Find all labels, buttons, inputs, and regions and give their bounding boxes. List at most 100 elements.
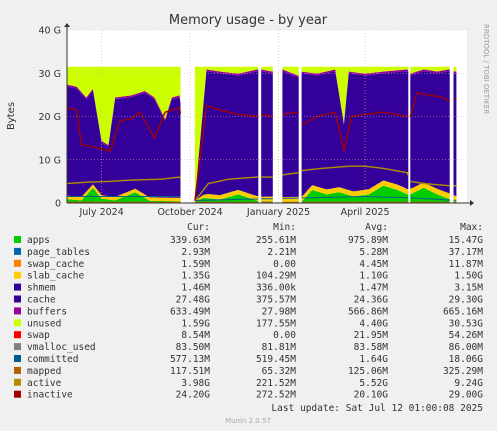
legend-swatch-buffers bbox=[14, 307, 21, 315]
area-unused bbox=[67, 66, 181, 145]
area-buffers bbox=[282, 69, 299, 78]
y-tick-label: 20 G bbox=[39, 112, 61, 123]
legend-value-cur: 3.98G bbox=[181, 378, 210, 389]
area-apps bbox=[67, 187, 181, 203]
legend-swatch-committed bbox=[14, 355, 21, 362]
legend-value-min: 519.45M bbox=[256, 354, 296, 365]
y-tick-label: 30 G bbox=[39, 69, 61, 80]
area-buffers bbox=[67, 84, 181, 147]
legend-swatch-page_tables bbox=[14, 247, 21, 255]
last-update: Last update: Sat Jul 12 01:00:08 2025 bbox=[271, 403, 483, 414]
area-slab_cache bbox=[410, 182, 450, 200]
legend-value-min: 272.52M bbox=[256, 390, 296, 401]
area-unused bbox=[410, 66, 450, 74]
area-cache bbox=[194, 71, 259, 201]
legend-column-header: Min: bbox=[273, 222, 296, 233]
legend-value-max: 325.29M bbox=[443, 366, 483, 377]
line-active bbox=[301, 165, 409, 176]
x-tick-label: April 2025 bbox=[341, 207, 390, 218]
line-committed bbox=[194, 198, 259, 201]
legend-name: committed bbox=[27, 354, 78, 365]
legend-name: swap_cache bbox=[27, 259, 84, 270]
legend-name: buffers bbox=[27, 306, 67, 317]
legend-name: unused bbox=[27, 318, 61, 329]
x-tick-label: October 2024 bbox=[157, 207, 222, 218]
legend-value-min: 375.57M bbox=[256, 295, 296, 306]
x-tick-label: January 2025 bbox=[246, 207, 310, 218]
chart-title: Memory usage - by year bbox=[169, 13, 328, 28]
legend-value-cur: 1.59G bbox=[181, 318, 210, 329]
legend-swatch-shmem bbox=[14, 283, 21, 291]
y-tick-label: 10 G bbox=[39, 155, 61, 166]
legend-value-cur: 1.35G bbox=[181, 271, 210, 282]
area-slab_cache bbox=[194, 189, 259, 202]
legend-name: vmalloc_used bbox=[27, 342, 96, 353]
area-slab_cache bbox=[301, 180, 409, 202]
legend-value-avg: 4.40G bbox=[359, 318, 388, 329]
legend-value-avg: 83.58M bbox=[354, 342, 389, 353]
legend-value-cur: 1.59M bbox=[181, 259, 210, 270]
legend-value-max: 30.53G bbox=[449, 318, 484, 329]
legend-value-min: 27.98M bbox=[262, 306, 297, 317]
legend-swatch-vmalloc_used bbox=[14, 343, 21, 351]
area-cache bbox=[410, 71, 450, 194]
legend-value-cur: 8.54M bbox=[181, 330, 210, 341]
area-cache bbox=[67, 86, 181, 198]
legend-value-min: 0.00 bbox=[273, 259, 296, 270]
legend-swatch-swap bbox=[14, 331, 21, 339]
line-inactive bbox=[282, 111, 299, 115]
legend-value-avg: 1.64G bbox=[359, 354, 388, 365]
x-axis-arrow bbox=[470, 200, 474, 206]
line-active bbox=[67, 176, 182, 185]
legend-value-max: 11.87M bbox=[449, 259, 484, 270]
y-tick-label: 40 G bbox=[39, 26, 61, 37]
legend-swatch-slab_cache bbox=[14, 271, 21, 279]
legend-swatch-mapped bbox=[14, 366, 21, 374]
legend-column-header: Max: bbox=[460, 222, 483, 233]
legend-column-header: Avg: bbox=[365, 222, 388, 233]
area-buffers bbox=[453, 71, 457, 74]
axes: 0 10 G 20 G 30 G 40 G July 2024 October 2024 Ja… bbox=[39, 23, 474, 218]
line-active bbox=[282, 172, 299, 176]
legend-value-max: 665.16M bbox=[443, 306, 483, 317]
legend-value-cur: 27.48G bbox=[176, 295, 211, 306]
area-slab_cache bbox=[67, 184, 181, 202]
legend-name: inactive bbox=[27, 390, 73, 401]
legend-value-max: 18.06G bbox=[449, 354, 484, 365]
legend-value-max: 1.50G bbox=[454, 271, 483, 282]
line-active bbox=[194, 176, 259, 202]
legend-value-avg: 4.45M bbox=[359, 259, 388, 270]
legend-value-cur: 24.20G bbox=[176, 390, 211, 401]
legend-value-max: 54.26M bbox=[449, 330, 484, 341]
legend-value-cur: 1.46M bbox=[181, 283, 210, 294]
legend: Cur: Min: Avg: Max: apps 339.63M 255.61M 975.89… bbox=[14, 222, 483, 401]
grid bbox=[67, 29, 467, 203]
area-unused bbox=[194, 66, 259, 198]
line-inactive bbox=[261, 113, 273, 118]
legend-value-avg: 24.36G bbox=[354, 295, 389, 306]
legend-value-max: 86.00M bbox=[449, 342, 484, 353]
legend-value-max: 29.00G bbox=[449, 390, 484, 401]
x-tick-label: July 2024 bbox=[78, 207, 123, 218]
area-buffers bbox=[261, 69, 273, 74]
legend-value-min: 336.00k bbox=[256, 283, 296, 294]
legend-value-avg: 1.47M bbox=[359, 283, 388, 294]
legend-value-min: 81.81M bbox=[262, 342, 297, 353]
legend-name: mapped bbox=[27, 366, 61, 377]
legend-value-max: 15.47G bbox=[449, 235, 484, 246]
legend-value-min: 104.29M bbox=[256, 271, 296, 282]
legend-value-min: 0.00 bbox=[273, 330, 296, 341]
area-cache bbox=[282, 71, 299, 197]
area-cache bbox=[301, 71, 409, 197]
y-axis-label: Bytes bbox=[6, 102, 17, 130]
legend-value-avg: 5.52G bbox=[359, 378, 388, 389]
legend-value-avg: 125.06M bbox=[348, 366, 388, 377]
line-inactive bbox=[301, 111, 409, 152]
legend-value-max: 37.17M bbox=[449, 247, 484, 258]
legend-name: shmem bbox=[27, 283, 56, 294]
area-apps bbox=[194, 194, 259, 203]
legend-value-min: 177.55M bbox=[256, 318, 296, 329]
area-unused bbox=[261, 66, 273, 72]
legend-value-avg: 5.28M bbox=[359, 247, 388, 258]
